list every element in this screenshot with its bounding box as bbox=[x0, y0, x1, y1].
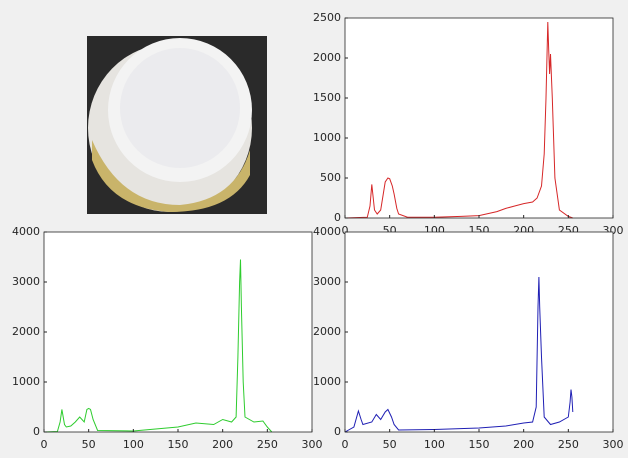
x-tick-label: 200 bbox=[513, 438, 534, 451]
y-tick-label: 1500 bbox=[313, 91, 341, 104]
x-tick-label: 0 bbox=[342, 438, 349, 451]
x-tick-label: 0 bbox=[342, 224, 349, 237]
x-tick-label: 250 bbox=[558, 438, 579, 451]
lid-inner bbox=[120, 48, 240, 168]
y-tick-label: 0 bbox=[334, 425, 341, 438]
y-tick-label: 3000 bbox=[313, 275, 341, 288]
x-tick-label: 300 bbox=[302, 438, 323, 451]
histogram-line bbox=[344, 276, 574, 433]
y-tick-label: 1000 bbox=[12, 375, 40, 388]
y-tick-label: 2000 bbox=[313, 325, 341, 338]
y-tick-label: 1000 bbox=[313, 131, 341, 144]
axes-background bbox=[44, 232, 312, 432]
axes-background bbox=[345, 18, 613, 218]
x-tick-label: 0 bbox=[41, 438, 48, 451]
y-tick-label: 500 bbox=[320, 171, 341, 184]
y-tick-label: 2500 bbox=[313, 11, 341, 24]
histogram-line bbox=[43, 259, 273, 433]
y-tick-label: 2000 bbox=[313, 51, 341, 64]
x-tick-label: 300 bbox=[603, 438, 624, 451]
x-tick-label: 100 bbox=[123, 438, 144, 451]
y-tick-label: 0 bbox=[33, 425, 40, 438]
x-tick-label: 50 bbox=[383, 438, 397, 451]
x-tick-label: 50 bbox=[82, 438, 96, 451]
x-tick-label: 200 bbox=[212, 438, 233, 451]
container-label bbox=[92, 140, 250, 212]
histogram-line bbox=[344, 21, 573, 219]
x-tick-label: 250 bbox=[257, 438, 278, 451]
x-tick-label: 150 bbox=[168, 438, 189, 451]
y-tick-label: 4000 bbox=[313, 225, 341, 238]
axes-background bbox=[345, 232, 613, 432]
y-tick-label: 1000 bbox=[313, 375, 341, 388]
photo bbox=[87, 36, 267, 214]
y-tick-label: 2000 bbox=[12, 325, 40, 338]
y-tick-label: 0 bbox=[334, 211, 341, 224]
y-tick-label: 4000 bbox=[12, 225, 40, 238]
x-tick-label: 100 bbox=[424, 438, 445, 451]
x-tick-label: 150 bbox=[469, 438, 490, 451]
y-tick-label: 3000 bbox=[12, 275, 40, 288]
